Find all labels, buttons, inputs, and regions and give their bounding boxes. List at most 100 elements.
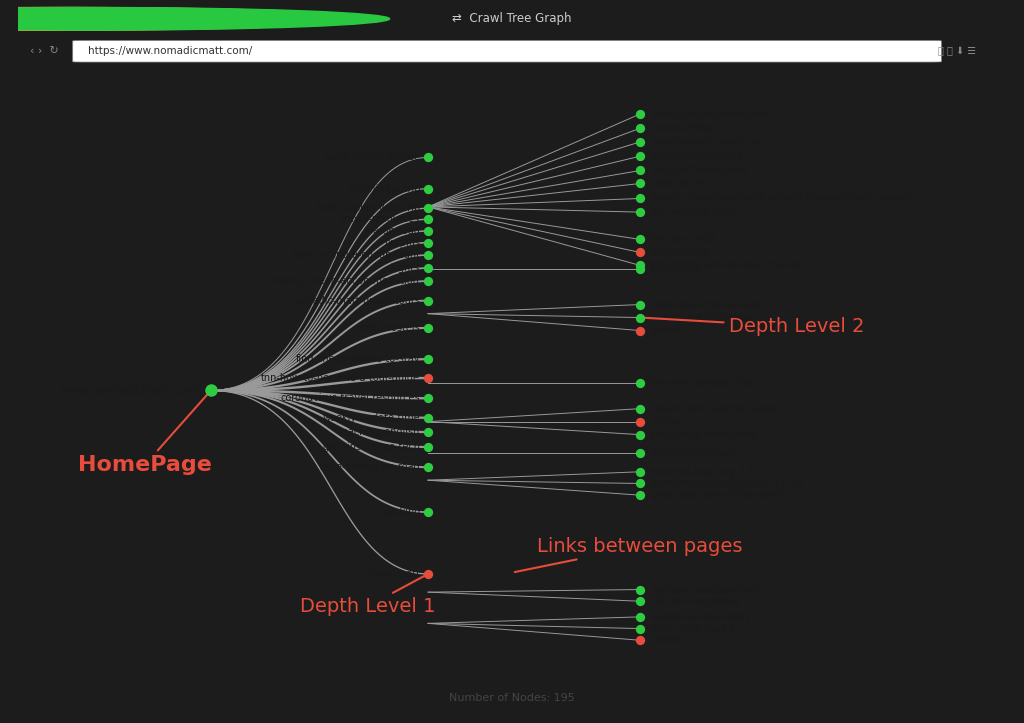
Point [632, 429, 648, 440]
Text: western-europe-tour-july-17-29: western-europe-tour-july-17-29 [650, 479, 803, 489]
Point [632, 377, 648, 388]
Point [632, 635, 648, 646]
Point [632, 447, 648, 458]
Text: travel-resources: travel-resources [341, 214, 420, 224]
Point [632, 403, 648, 414]
Point [632, 150, 648, 162]
Point [420, 262, 436, 274]
Text: teaching-english: teaching-english [339, 427, 420, 437]
Point [632, 178, 648, 189]
Point [632, 234, 648, 245]
Point [632, 108, 648, 120]
Text: how-to-travel-and-work-around-the-world-with-wwoof: how-to-travel-and-work-around-the-world-… [650, 194, 911, 203]
Point [420, 427, 436, 438]
Point [632, 325, 648, 336]
Text: eurail-passes-breakdown: eurail-passes-breakdown [650, 109, 772, 119]
Text: Links between pages: Links between pages [515, 537, 742, 572]
Point [632, 263, 648, 275]
Point [632, 478, 648, 489]
Point [420, 354, 436, 365]
Point [420, 441, 436, 453]
Text: Depth Level 2: Depth Level 2 [643, 317, 864, 336]
Circle shape [0, 7, 346, 30]
Point [420, 213, 436, 225]
Text: packing: packing [382, 507, 420, 517]
Point [420, 461, 436, 473]
Text: nmplus: nmplus [384, 238, 420, 248]
Text: flights: flights [390, 263, 420, 273]
Text: coronavirus-travel-resources: coronavirus-travel-resources [281, 393, 420, 403]
Text: house-sitting: house-sitting [650, 123, 714, 133]
Text: 🔍 ⓘ ⬇ ☰: 🔍 ⓘ ⬇ ☰ [938, 46, 976, 56]
Circle shape [0, 7, 368, 30]
Point [420, 183, 436, 194]
Text: planning-a-trip: planning-a-trip [348, 184, 420, 194]
Text: the-day-i-quit: the-day-i-quit [650, 234, 717, 244]
Text: great-festivals-of-the-world: great-festivals-of-the-world [650, 490, 782, 500]
Point [632, 611, 648, 623]
Point [203, 385, 219, 396]
Point [632, 247, 648, 258]
Text: how-to-pick-a-good-hostel: how-to-pick-a-good-hostel [650, 403, 777, 414]
Text: save-for-trip-advice: save-for-trip-advice [326, 153, 420, 163]
Point [632, 623, 648, 634]
Point [420, 568, 436, 580]
Text: new-zealand-travel-tips: new-zealand-travel-tips [650, 137, 766, 147]
Point [632, 416, 648, 427]
Point [632, 596, 648, 607]
Text: first-aid-kit: first-aid-kit [650, 264, 703, 274]
Point [420, 506, 436, 518]
Point [420, 295, 436, 307]
Text: how-to-find-a-cheap-flight: how-to-find-a-cheap-flight [293, 250, 420, 260]
Text: testimonials: testimonials [650, 247, 710, 257]
Point [632, 206, 648, 218]
Text: save-money-on-road: save-money-on-road [319, 462, 420, 472]
Text: www.nomadicmatt.com: www.nomadicmatt.com [60, 384, 199, 397]
Point [632, 260, 648, 271]
Text: make-your-money-last: make-your-money-last [650, 299, 760, 309]
Text: shsfat: shsfat [650, 636, 680, 646]
Point [632, 312, 648, 323]
Text: best-hostels: best-hostels [360, 323, 420, 333]
Point [632, 122, 648, 134]
Point [420, 226, 436, 237]
Text: tnn-how-to-become-a-tour-guide: tnn-how-to-become-a-tour-guide [261, 373, 420, 383]
Point [632, 299, 648, 310]
Point [420, 202, 436, 214]
Text: hitchhiking-iceland: hitchhiking-iceland [650, 151, 743, 161]
Text: shsmr: shsmr [650, 325, 680, 335]
Text: gear-insurance-tech: gear-insurance-tech [323, 442, 420, 452]
Point [420, 237, 436, 249]
Text: ⇄  Crawl Tree Graph: ⇄ Crawl Tree Graph [453, 12, 571, 25]
Text: life-on-road: life-on-road [365, 226, 420, 236]
Point [420, 152, 436, 163]
Text: finding-cheap-accommodation: finding-cheap-accommodation [271, 276, 420, 286]
Text: jessica-success-story: jessica-success-story [650, 312, 754, 322]
FancyBboxPatch shape [73, 40, 941, 62]
Point [632, 466, 648, 478]
Text: nyc-walking-tours: nyc-walking-tours [650, 207, 737, 217]
Text: Number of Nodes: 195: Number of Nodes: 195 [450, 693, 574, 703]
Point [420, 393, 436, 404]
Text: about-matt: about-matt [366, 569, 420, 579]
Point [632, 489, 648, 501]
Circle shape [0, 7, 389, 30]
Text: romania-tour-aug-2-14: romania-tour-aug-2-14 [650, 467, 761, 476]
Point [420, 249, 436, 261]
Text: michael-success-story: michael-success-story [650, 584, 759, 594]
Point [420, 412, 436, 424]
Point [632, 583, 648, 595]
Point [632, 136, 648, 147]
Text: cut-your-expenses: cut-your-expenses [650, 596, 740, 607]
Text: colonial-nyc: colonial-nyc [650, 179, 709, 189]
Text: lauren-success-story: lauren-success-story [650, 612, 752, 622]
Point [632, 165, 648, 176]
Text: find-cheap-hotel-room: find-cheap-hotel-room [650, 429, 759, 440]
Text: weekly-update-time: weekly-update-time [323, 413, 420, 423]
Text: shgca: shgca [650, 416, 679, 427]
Text: Depth Level 1: Depth Level 1 [300, 576, 435, 616]
Text: https://www.nomadicmatt.com/: https://www.nomadicmatt.com/ [87, 46, 252, 56]
Text: this-non-nomadic-life: this-non-nomadic-life [650, 377, 754, 388]
Text: find-cheap-places-to-stay: find-cheap-places-to-stay [296, 354, 420, 364]
Text: the-people-who-shaped-my-life: the-people-who-shaped-my-life [650, 260, 803, 270]
